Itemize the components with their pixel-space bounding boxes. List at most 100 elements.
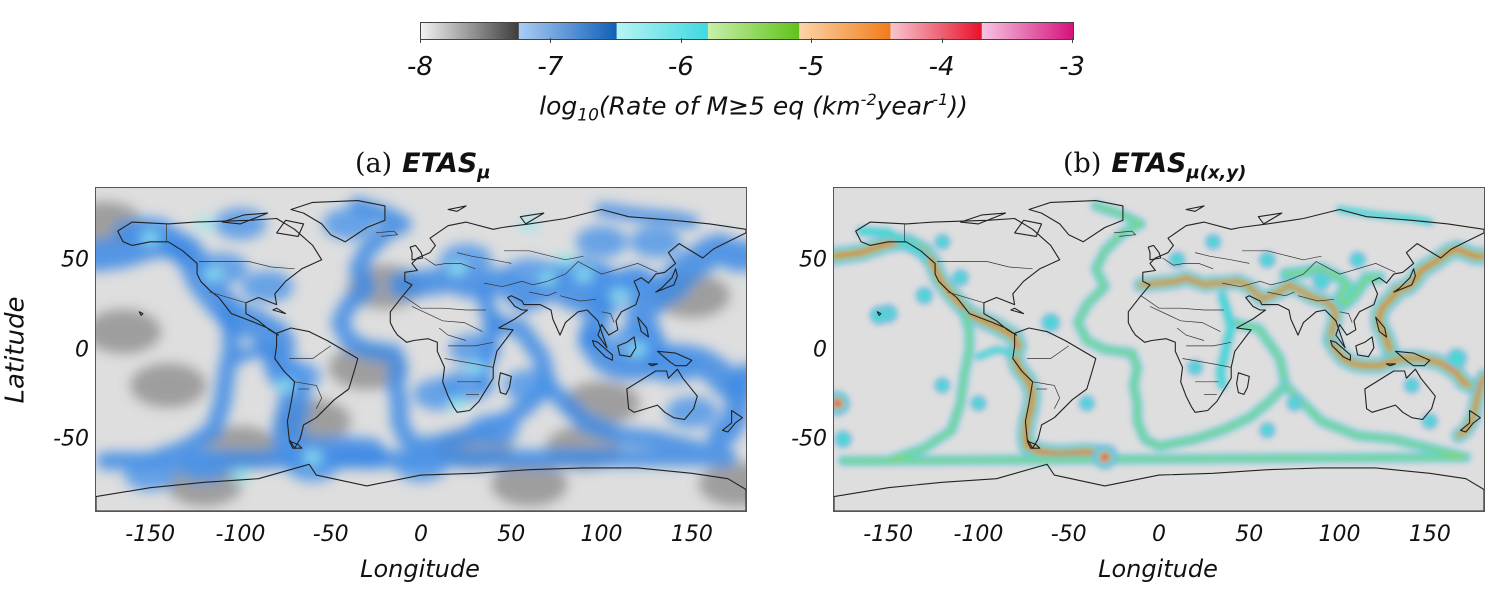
rate-blob [241, 270, 294, 303]
border-line [411, 306, 483, 332]
high-rate-blob [466, 361, 485, 374]
border-line [375, 230, 399, 237]
hotspot [937, 236, 948, 247]
panel-b-map-svg [834, 188, 1484, 511]
hotspot [1406, 380, 1417, 391]
rate-blob [665, 396, 718, 429]
hotspot [973, 398, 984, 409]
colorbar-tick-label: -5 [798, 52, 825, 82]
rate-blob [286, 450, 339, 483]
low-rate-region [491, 462, 568, 507]
hotspot-center [834, 400, 841, 407]
rate-blob [322, 207, 375, 240]
landmass-antarctica [834, 463, 1484, 511]
panel-a-title: (a) ETASμ [355, 148, 491, 184]
rate-blob [449, 333, 502, 366]
landmass-sumatra [1329, 339, 1351, 361]
low-rate-region [130, 363, 207, 408]
seismic-zone-mid [857, 227, 928, 260]
landmass-greenland [1028, 200, 1124, 243]
island [1385, 363, 1397, 367]
island [276, 219, 305, 237]
rate-blob [629, 225, 682, 258]
high-rate-blob [574, 268, 593, 281]
high-rate-blob [231, 469, 250, 482]
landmass-japan [1393, 268, 1416, 293]
island [637, 316, 650, 338]
landmass-new-zealand [1459, 409, 1481, 433]
rate-blob [124, 459, 177, 492]
x-tick-label: -100 [953, 522, 1004, 547]
seismic-zone-mid [1216, 292, 1235, 389]
island [1185, 205, 1205, 212]
high-rate-blob [628, 343, 647, 356]
border-line [484, 261, 658, 288]
colorbar [420, 22, 1074, 40]
country-borders [904, 223, 1396, 409]
x-tick-label: -100 [215, 522, 266, 547]
high-rate-blob [538, 271, 557, 284]
border-line [424, 257, 476, 270]
rate-blob [268, 360, 321, 393]
island [138, 311, 144, 316]
border-line [947, 291, 984, 304]
hotspot [1208, 236, 1219, 247]
landmass-britain [1147, 244, 1162, 261]
rate-blob [395, 450, 447, 483]
border-line [1242, 250, 1322, 261]
colorbar-title: log10(Rate of M≥5 eq (km-2year-1)) [539, 90, 968, 126]
border-line [444, 358, 494, 368]
panel-b-title: (b) ETASμ(x,y) [1063, 148, 1247, 184]
y-tick-label: 50 [799, 247, 827, 273]
x-tick-label: 0 [1152, 522, 1166, 547]
panel-a-map [95, 187, 747, 512]
seismic-zone [331, 197, 557, 456]
border-line [457, 252, 512, 264]
hotspot [918, 289, 931, 302]
seismic-zone-green [841, 312, 1468, 463]
border-line [1149, 306, 1221, 332]
rate-blob [575, 225, 628, 258]
high-rate-blob [141, 232, 160, 245]
seismic-zone-mid [1336, 206, 1433, 225]
x-tick-label: 150 [1408, 522, 1451, 547]
coastlines [96, 200, 746, 511]
landmass-japan [655, 268, 678, 293]
border-line [529, 291, 557, 297]
y-tick-label: 0 [813, 337, 827, 362]
high-rate-blob [276, 379, 295, 392]
landmass-britain [409, 244, 424, 261]
panel-a-xlabel: Longitude [360, 555, 480, 583]
landmass-greenland [290, 200, 386, 243]
landmass-africa-eurasia [389, 208, 746, 413]
border-line [601, 311, 615, 323]
island [288, 440, 303, 449]
low-rate-region [698, 462, 746, 507]
border-line [198, 261, 295, 270]
x-tick-label: 100 [1318, 522, 1361, 547]
landmass-antarctica [96, 463, 746, 511]
border-line [1032, 381, 1061, 409]
y-tick-label: 0 [75, 337, 89, 362]
border-line [936, 261, 1033, 270]
high-rate-blob [610, 289, 629, 302]
colorbar-tick [680, 38, 682, 43]
landmass-borneo [617, 336, 637, 358]
hotspot [837, 433, 849, 446]
hotspot [937, 380, 948, 391]
landmass-australia [626, 368, 698, 421]
landmass-madagascar [1236, 372, 1250, 395]
island [1010, 307, 1025, 315]
border-line [294, 381, 323, 409]
panel-a-ylabel: Latitude [0, 296, 31, 404]
rate-blob [178, 450, 231, 483]
landmass-north-america [855, 217, 1061, 336]
border-line [1027, 345, 1069, 359]
colorbar-tick [811, 38, 813, 43]
seismic-zone-green [1076, 204, 1287, 448]
border-line [448, 341, 494, 347]
island [1257, 212, 1283, 225]
hotspot [1315, 275, 1328, 288]
border-line [1113, 230, 1137, 237]
x-tick-label: -50 [1050, 522, 1087, 547]
